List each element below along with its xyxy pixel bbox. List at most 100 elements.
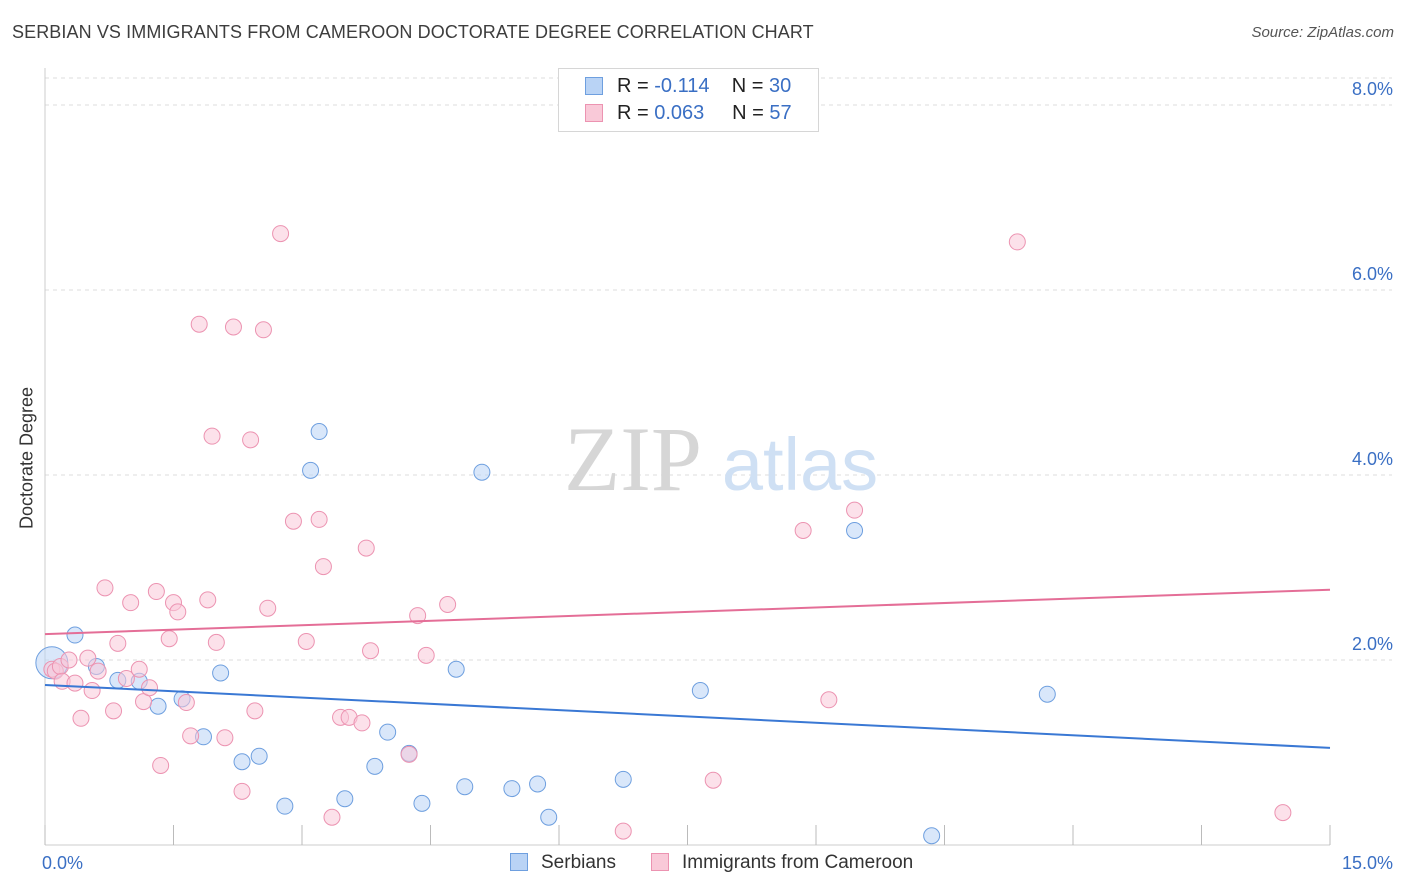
x-tick-label: 0.0% (42, 853, 83, 873)
cameroon-point (310, 510, 328, 528)
cameroon-point (105, 702, 123, 720)
serbian-point (456, 778, 474, 796)
cameroon-point (353, 714, 371, 732)
cameroon-point (96, 579, 114, 597)
cameroon-point (177, 694, 195, 712)
serbian-point (614, 770, 632, 788)
cameroon-point (357, 539, 375, 557)
serbian-point (366, 757, 384, 775)
legend-label: Immigrants from Cameroon (682, 852, 914, 873)
legend-r-value: -0.114 (654, 75, 710, 97)
cameroon-point (233, 782, 251, 800)
cameroon-point (60, 651, 78, 669)
serbian-point (276, 797, 294, 815)
serbian-point (66, 626, 84, 644)
cameroon-point (272, 225, 290, 243)
watermark: ZIP atlas (564, 408, 878, 510)
serbian-trend-line (44, 683, 1331, 749)
cameroon-point (314, 558, 332, 576)
y-tick-label: 4.0% (1352, 449, 1393, 469)
cameroon-point (794, 522, 812, 539)
y-tick-label: 6.0% (1352, 264, 1393, 284)
cameroon-point (89, 662, 107, 680)
serbian-point (149, 697, 167, 715)
y-tick-label: 2.0% (1352, 634, 1393, 654)
serbian-point (336, 790, 354, 808)
serbian-point (540, 808, 558, 826)
source-label: Source: ZipAtlas.com (1251, 24, 1394, 41)
watermark-zip: ZIP (564, 408, 702, 510)
cameroon-point (207, 633, 225, 651)
cameroon-point (323, 808, 341, 826)
cameroon-point (417, 646, 435, 664)
cameroon-point (704, 771, 722, 789)
legend-n-value: 57 (769, 102, 792, 124)
cameroon-point (141, 679, 159, 697)
cameroon-trend-line (44, 588, 1331, 636)
legend-label: Serbians (541, 852, 616, 873)
cameroon-point (169, 603, 187, 621)
cameroon-point (409, 607, 427, 625)
legend-r-value: 0.063 (654, 102, 705, 124)
cameroon-point (109, 634, 127, 652)
tick-labels: 2.0% 4.0% 6.0% 8.0% 0.0% 15.0% (42, 79, 1393, 873)
cameroon-point (400, 745, 418, 763)
cameroon-point (66, 674, 84, 692)
serbian-point (529, 775, 547, 793)
legend-n-label: N = (732, 102, 770, 124)
cameroon-point (216, 729, 234, 747)
cameroon-point (614, 822, 632, 840)
serbian-point (846, 522, 864, 539)
serbian-point (691, 682, 709, 700)
watermark-atlas: atlas (722, 423, 878, 506)
cameroon-point (362, 642, 380, 660)
serbian-point (473, 463, 491, 481)
cameroon-point (199, 591, 217, 609)
serbian-point (447, 660, 465, 678)
legend-r-label: R = (617, 75, 655, 97)
cameroon-point (72, 709, 90, 727)
cameroon-point (1274, 804, 1292, 822)
cameroon-point (284, 512, 302, 530)
axes (44, 68, 1331, 846)
cameroon-point (1008, 233, 1026, 251)
cameroon-point (254, 321, 272, 339)
serbian-point (503, 780, 521, 798)
cameroon-point (846, 501, 864, 519)
serbian-point (233, 753, 251, 771)
cameroon-point (190, 315, 208, 333)
cameroon-point (130, 660, 148, 678)
y-tick-label: 8.0% (1352, 79, 1393, 99)
serbian-point (379, 723, 397, 741)
trend-lines (44, 588, 1331, 749)
gridlines (45, 77, 1392, 661)
cameroon-point (147, 583, 165, 601)
cameroon-point (182, 727, 200, 745)
cameroon-point (439, 596, 457, 613)
cameroon-point (152, 756, 170, 774)
cameroon-point (297, 633, 315, 650)
legend-r-label: R = (617, 102, 655, 124)
serbian-point (1038, 685, 1056, 703)
cameroon-point (122, 594, 140, 612)
legend-swatch-pink (651, 853, 669, 871)
serbian-point (923, 827, 941, 845)
serbian-point (413, 794, 431, 812)
serbian-point (212, 664, 230, 682)
cameroon-point (203, 427, 221, 445)
serbian-point (250, 747, 268, 765)
legend-n-label: N = (731, 75, 769, 97)
cameroon-point (160, 630, 178, 648)
legend-n-value: 30 (768, 75, 792, 97)
legend-swatch-blue (510, 853, 528, 871)
correlation-legend: R = -0.114 N = 30 R = 0.063 N = 57 (558, 68, 819, 132)
data-points (35, 225, 1292, 845)
y-axis-label: Doctorate Degree (16, 386, 37, 530)
legend-swatch-pink (585, 104, 603, 122)
legend-swatch-blue (585, 77, 603, 95)
cameroon-point (79, 649, 97, 667)
cameroon-point (224, 318, 242, 336)
serbian-point (302, 461, 320, 479)
cameroon-point (259, 599, 277, 617)
